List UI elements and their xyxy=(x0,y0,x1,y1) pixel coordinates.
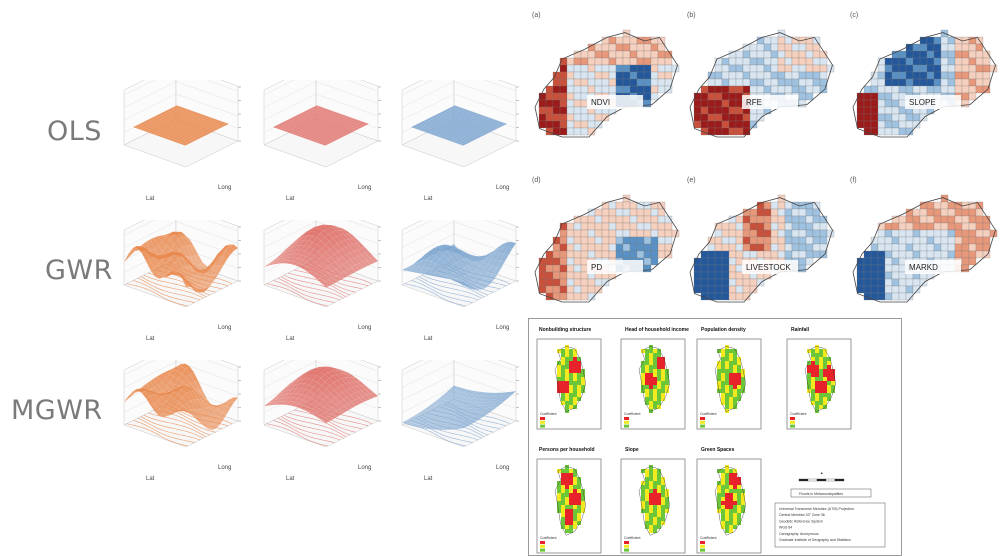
coef-map-3: Population density Coefficient xyxy=(696,327,762,430)
long-axis-label: Long xyxy=(358,465,371,471)
choropleth-map-panel: (a) NDVI (b) RFE (c) SLOPE (d) PD (e) LIVESTOCK (f… xyxy=(528,5,1006,305)
coef-legend-heading: Coefficient xyxy=(624,536,641,540)
lat-axis-label: Lat xyxy=(286,476,295,480)
coef-map-title: Rainfall xyxy=(791,327,810,333)
long-axis-label: Long xyxy=(218,465,231,471)
coef-legend: Coefficient xyxy=(540,412,557,428)
long-axis-label: Long xyxy=(496,185,509,191)
row-label-mgwr: MGWR xyxy=(11,395,103,426)
coef-legend: Coefficient xyxy=(790,412,807,428)
surface-plot-ols-3: Lat Long xyxy=(396,80,521,200)
panel-letter: (f) xyxy=(850,177,857,184)
surface-plot-ols-1: Lat Long xyxy=(118,80,243,200)
long-axis-label: Long xyxy=(358,325,371,331)
coef-map-6: Slope Coefficient xyxy=(620,447,686,554)
choropleth-variable-label: SLOPE xyxy=(909,98,936,107)
long-axis-label: Long xyxy=(358,185,371,191)
surface-plot-ols-2: Lat Long xyxy=(258,80,383,200)
coef-legend: Coefficient xyxy=(700,536,717,552)
choropleth-variable-label: RFE xyxy=(746,98,762,107)
choropleth-map-markd: (f) MARKD xyxy=(850,177,998,303)
colophon-line: Graduate Institute of Geography and Stat… xyxy=(779,538,851,542)
coef-legend-heading: Coefficient xyxy=(700,536,717,540)
coef-map-1: Nonbuilding structure Coefficient xyxy=(536,327,602,430)
choropleth-map-livestock: (e) LIVESTOCK xyxy=(687,177,835,303)
colophon-line: Cartography: Anonymous xyxy=(779,532,819,536)
coef-legend-heading: Coefficient xyxy=(790,412,807,416)
lat-axis-label: Lat xyxy=(424,336,433,340)
coef-map-4: Rainfall Coefficient xyxy=(786,327,852,430)
choropleth-variable-label: LIVESTOCK xyxy=(746,263,791,272)
coef-map-7: Green Spaces Coefficient xyxy=(696,447,762,554)
lat-axis-label: Lat xyxy=(146,476,155,480)
coef-legend: Coefficient xyxy=(624,536,641,552)
coef-legend: Coefficient xyxy=(624,412,641,428)
colophon-line: WGS 84 xyxy=(779,526,792,530)
choropleth-map-pd: (d) PD xyxy=(532,177,680,303)
choropleth-map-rfe: (b) RFE xyxy=(687,12,835,138)
coef-legend-heading: Coefficient xyxy=(624,412,641,416)
coef-legend-heading: Coefficient xyxy=(540,412,557,416)
panel-letter: (d) xyxy=(532,177,541,184)
lat-axis-label: Lat xyxy=(424,476,433,480)
colophon-line: Geodetic Reference System xyxy=(779,519,823,523)
coef-legend: Coefficient xyxy=(700,412,717,428)
surface-plot-mgwr-1: Lat Long xyxy=(118,360,243,480)
coef-map-title: Nonbuilding structure xyxy=(539,327,591,333)
panel-letter: (e) xyxy=(687,177,696,184)
surface-plot-gwr-2: Lat Long xyxy=(258,220,383,340)
choropleth-map-slope: (c) SLOPE xyxy=(850,12,998,138)
lat-axis-label: Lat xyxy=(286,336,295,340)
lat-axis-label: Lat xyxy=(146,336,155,340)
row-label-gwr: GWR xyxy=(45,255,113,286)
row-label-ols: OLS xyxy=(47,116,102,147)
panel-letter: (c) xyxy=(850,12,858,19)
panel-letter: (a) xyxy=(532,12,541,19)
surface-plot-mgwr-3: Lat Long xyxy=(396,360,521,480)
surface-plot-gwr-1: Lat Long xyxy=(118,220,243,340)
panel-letter: (b) xyxy=(687,12,696,19)
surface-plot-mgwr-2: Lat Long xyxy=(258,360,383,480)
coef-legend: Coefficient xyxy=(540,536,557,552)
coef-map-title: Population density xyxy=(701,327,746,333)
lat-axis-label: Lat xyxy=(424,196,433,200)
coef-map-title: Slope xyxy=(625,447,639,453)
scale-bar: ▲ xyxy=(798,471,845,482)
long-axis-label: Long xyxy=(218,185,231,191)
lat-axis-label: Lat xyxy=(146,196,155,200)
north-arrow-icon: ▲ xyxy=(820,471,823,475)
choropleth-variable-label: PD xyxy=(591,263,602,272)
coefficient-map-panel: Nonbuilding structure Coefficient Head of … xyxy=(528,318,902,556)
choropleth-variable-label: NDVI xyxy=(591,98,610,107)
coef-map-title: Head of household income xyxy=(625,327,689,333)
floods-legend-label: Floods in Metamunicipalities xyxy=(799,492,843,496)
coef-map-5: Persons per household Coefficient xyxy=(536,447,602,554)
coef-legend-heading: Coefficient xyxy=(700,412,717,416)
coef-map-2: Head of household income Coefficient xyxy=(620,327,689,430)
choropleth-map-ndvi: (a) NDVI xyxy=(532,12,680,138)
coef-map-title: Green Spaces xyxy=(701,447,735,453)
long-axis-label: Long xyxy=(496,465,509,471)
surface-plot-gwr-3: Lat Long xyxy=(396,220,521,340)
colophon-line: Central Meridian 33° Zone 36 xyxy=(779,513,825,517)
coef-map-title: Persons per household xyxy=(539,447,595,453)
long-axis-label: Long xyxy=(218,325,231,331)
choropleth-variable-label: MARKD xyxy=(909,263,938,272)
coef-legend-heading: Coefficient xyxy=(540,536,557,540)
lat-axis-label: Lat xyxy=(286,196,295,200)
long-axis-label: Long xyxy=(496,325,509,331)
colophon-line: Universal Transverse Mercator (UTM) Proj… xyxy=(779,507,854,511)
